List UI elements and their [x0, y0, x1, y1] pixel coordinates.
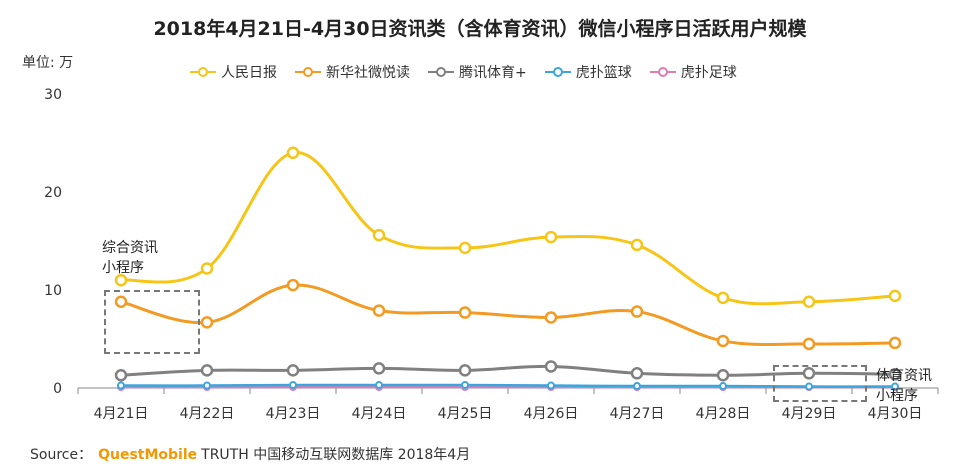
data-point-series-1 — [630, 305, 644, 318]
legend-item-series-1: 新华社微悦读 — [295, 62, 410, 82]
data-point-series-1 — [888, 336, 902, 350]
chart-title: 2018年4月21日-4月30日资讯类（含体育资讯）微信小程序日活跃用户规模 — [153, 18, 807, 40]
data-point-series-3 — [719, 382, 727, 391]
data-point-series-3 — [203, 381, 211, 390]
data-point-series-0 — [200, 262, 214, 275]
x-tick-label: 4月30日 — [868, 406, 923, 422]
data-point-series-1 — [716, 334, 730, 348]
data-point-series-0 — [114, 273, 128, 287]
legend-swatch-icon — [649, 67, 676, 77]
data-point-series-3 — [461, 381, 469, 390]
legend-swatch-icon — [295, 67, 321, 77]
x-tick-label: 4月23日 — [266, 406, 321, 422]
annotation-line: 小程序 — [876, 388, 918, 404]
legend-item-series-2: 腾讯体育+ — [428, 62, 527, 82]
y-tick-label: 20 — [44, 185, 62, 201]
data-point-series-2 — [544, 360, 558, 373]
data-point-series-3 — [547, 381, 555, 390]
legend-label: 新华社微悦读 — [326, 65, 410, 81]
data-point-series-2 — [630, 367, 644, 380]
y-tick-label: 30 — [44, 87, 62, 103]
legend-item-series-4: 虎扑足球 — [649, 62, 737, 82]
x-tick-label: 4月26日 — [524, 406, 579, 422]
source-text: TRUTH 中国移动互联网数据库 2018年4月 — [201, 447, 471, 463]
x-tick-label: 4月25日 — [438, 406, 493, 422]
x-tick-label: 4月21日 — [94, 406, 149, 422]
data-point-series-1 — [286, 278, 300, 292]
data-point-series-2 — [200, 364, 214, 377]
data-point-series-0 — [286, 146, 300, 160]
y-axis-unit-label: 单位: 万 — [22, 55, 74, 71]
x-tick-label: 4月28日 — [696, 406, 751, 422]
data-point-series-0 — [458, 241, 472, 255]
data-point-series-2 — [114, 369, 128, 382]
chart-legend: 人民日报 新华社微悦读 腾讯体育+ 虎扑篮球 虎扑足球 — [190, 62, 737, 82]
legend-label: 虎扑足球 — [680, 65, 737, 81]
series-line-2 — [120, 364, 896, 377]
legend-swatch-icon — [428, 67, 454, 77]
x-tick-label: 4月22日 — [180, 406, 235, 422]
annotation-line: 综合资讯 — [102, 240, 158, 256]
annotation-line: 体育资讯 — [876, 368, 932, 384]
legend-label: 人民日报 — [221, 65, 277, 81]
y-tick-label: 10 — [44, 283, 62, 299]
x-tick-label: 4月27日 — [610, 406, 665, 422]
legend-swatch-icon — [190, 67, 216, 77]
data-point-series-0 — [544, 230, 558, 244]
data-point-series-2 — [802, 367, 816, 380]
legend-item-series-0: 人民日报 — [190, 62, 277, 82]
series-line-1 — [120, 283, 896, 346]
data-point-series-2 — [716, 369, 730, 382]
data-point-series-1 — [802, 337, 816, 351]
data-point-series-1 — [458, 306, 472, 319]
data-point-series-0 — [716, 291, 730, 305]
y-tick-label: 0 — [53, 381, 62, 397]
highlight-box-right — [773, 365, 867, 402]
legend-label: 腾讯体育+ — [459, 65, 527, 81]
data-point-series-1 — [114, 295, 128, 309]
data-point-series-2 — [372, 362, 386, 375]
legend-item-series-3: 虎扑篮球 — [544, 62, 632, 82]
series-line-3 — [120, 383, 896, 388]
source-label: Source： — [30, 447, 93, 463]
data-point-series-2 — [458, 364, 472, 377]
data-point-series-0 — [888, 289, 902, 303]
data-point-series-1 — [544, 311, 558, 324]
data-point-series-1 — [372, 304, 386, 317]
highlight-box-left — [104, 290, 200, 354]
data-point-series-0 — [372, 228, 386, 242]
data-point-series-1 — [200, 316, 214, 329]
data-point-series-3 — [633, 382, 641, 391]
data-point-series-3 — [891, 382, 899, 391]
legend-label: 虎扑篮球 — [575, 65, 632, 81]
x-tick-label: 4月29日 — [782, 406, 837, 422]
data-point-series-3 — [117, 381, 125, 390]
legend-swatch-icon — [544, 67, 571, 77]
annotation-sports-news: 体育资讯 小程序 — [876, 366, 932, 406]
annotation-general-news: 综合资讯 小程序 — [102, 238, 158, 278]
data-point-series-3 — [805, 382, 813, 391]
x-tick-label: 4月24日 — [352, 406, 407, 422]
data-point-series-3 — [375, 381, 383, 390]
data-point-series-3 — [289, 381, 297, 390]
data-point-series-2 — [888, 368, 902, 381]
source-note: Source： QuestMobile TRUTH 中国移动互联网数据库 2018年… — [30, 444, 470, 464]
data-point-series-0 — [802, 295, 816, 309]
source-brand-logo: QuestMobile — [98, 447, 198, 463]
data-point-series-0 — [630, 238, 644, 252]
data-point-series-2 — [286, 364, 300, 377]
annotation-line: 小程序 — [102, 260, 144, 276]
series-line-0 — [120, 151, 896, 306]
